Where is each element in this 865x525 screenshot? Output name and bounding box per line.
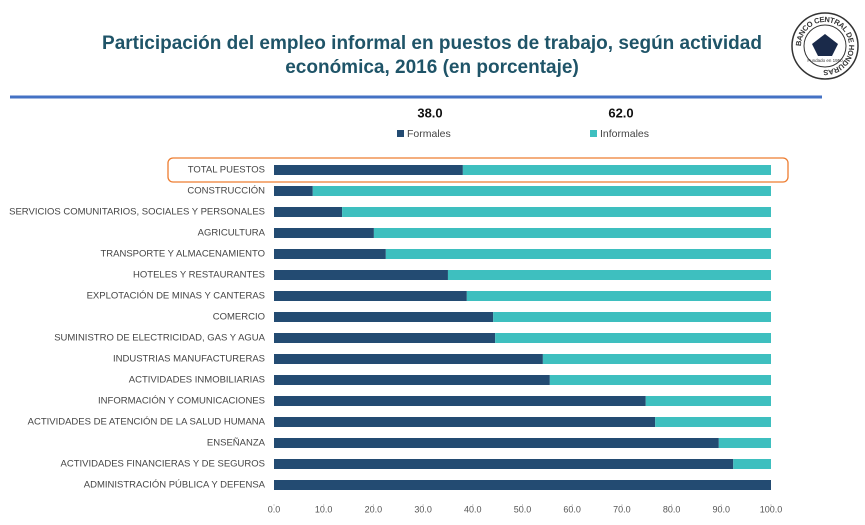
bar-segment (645, 396, 771, 406)
logo-emblem (812, 34, 838, 56)
category-label: ACTIVIDADES INMOBILIARIAS (129, 375, 265, 386)
x-tick-label: 10.0 (315, 504, 333, 514)
bar-segment (274, 417, 656, 427)
category-label: SUMINISTRO DE ELECTRICIDAD, GAS Y AGUA (54, 333, 265, 344)
bar-segment (733, 459, 771, 469)
category-label: COMERCIO (213, 312, 265, 323)
bar-segment (274, 207, 343, 217)
category-label: HOTELES Y RESTAURANTES (133, 270, 265, 281)
bar-segment (493, 312, 771, 322)
bar-segment (274, 312, 494, 322)
x-tick-label: 30.0 (414, 504, 432, 514)
category-label: AGRICULTURA (198, 228, 266, 239)
bar-segment (274, 333, 496, 343)
bar-segment (274, 375, 550, 385)
bar-segment (274, 459, 734, 469)
bar-segment (274, 165, 463, 175)
legend-swatch (397, 130, 404, 137)
x-tick-label: 70.0 (613, 504, 631, 514)
category-label: INDUSTRIAS MANUFACTURERAS (113, 354, 265, 365)
category-label: ACTIVIDADES FINANCIERAS Y DE SEGUROS (61, 459, 265, 470)
bar-segment (718, 438, 771, 448)
bar-segment (312, 186, 771, 196)
x-tick-label: 0.0 (268, 504, 281, 514)
bar-segment (447, 270, 771, 280)
bar-segment (542, 354, 771, 364)
category-label: ACTIVIDADES DE ATENCIÓN DE LA SALUD HUMA… (28, 417, 266, 428)
category-label: EXPLOTACIÓN DE MINAS Y CANTERAS (87, 291, 265, 302)
x-tick-label: 20.0 (365, 504, 383, 514)
category-label: TOTAL PUESTOS (188, 165, 265, 176)
category-label: CONSTRUCCIÓN (187, 186, 265, 197)
bar-segment (549, 375, 771, 385)
logo-founded: Fundado en 1950 (807, 58, 843, 63)
bar-segment (274, 480, 771, 490)
bar-segment (274, 270, 448, 280)
legend-label: Formales (407, 128, 451, 140)
x-tick-label: 50.0 (514, 504, 532, 514)
legend-label: Informales (600, 128, 649, 140)
category-label: INFORMACIÓN Y COMUNICACIONES (98, 396, 265, 407)
logo: BANCO CENTRAL DE HONDURAS Fundado en 195… (791, 12, 859, 80)
category-label: ENSEÑANZA (207, 438, 266, 449)
highlight-box (167, 157, 789, 183)
legend-swatch (590, 130, 597, 137)
bar-segment (466, 291, 771, 301)
bar-segment (373, 228, 771, 238)
annotation: 38.0 (417, 105, 442, 120)
x-tick-label: 90.0 (713, 504, 731, 514)
x-tick-label: 60.0 (563, 504, 581, 514)
category-label: SERVICIOS COMUNITARIOS, SOCIALES Y PERSO… (9, 207, 265, 218)
bar-segment (274, 228, 374, 238)
x-tick-label: 40.0 (464, 504, 482, 514)
chart-title: Participación del empleo informal en pue… (102, 33, 762, 54)
bar-segment (274, 354, 543, 364)
bar-segment (495, 333, 771, 343)
bar-segment (655, 417, 771, 427)
bar-segment (342, 207, 771, 217)
x-tick-label: 80.0 (663, 504, 681, 514)
x-tick-label: 100.0 (760, 504, 783, 514)
bar-segment (462, 165, 771, 175)
bar-segment (274, 249, 386, 259)
bar-segment (274, 186, 313, 196)
bar-segment (274, 396, 646, 406)
chart-title: económica, 2016 (en porcentaje) (285, 57, 579, 78)
bar-segment (385, 249, 771, 259)
category-label: TRANSPORTE Y ALMACENAMIENTO (100, 249, 265, 260)
bar-segment (274, 291, 467, 301)
category-label: ADMINISTRACIÓN PÚBLICA Y DEFENSA (84, 480, 266, 491)
annotation: 62.0 (608, 105, 633, 120)
bar-segment (274, 438, 719, 448)
